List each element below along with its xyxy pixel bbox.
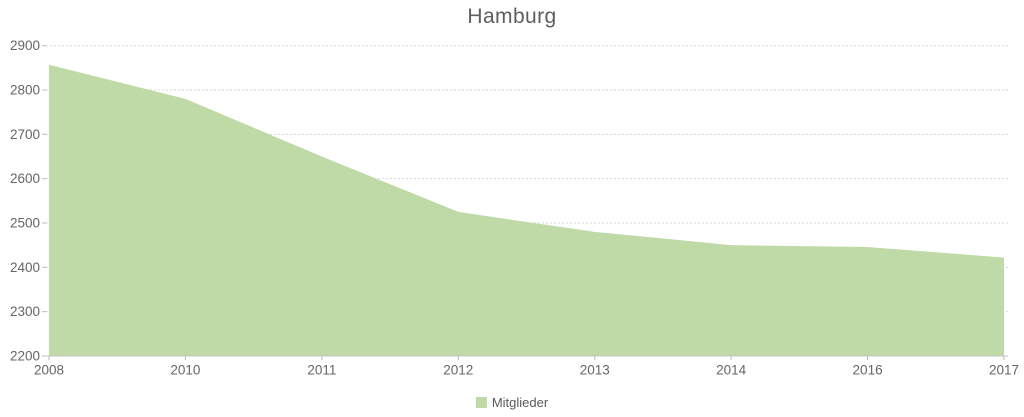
y-axis-tick-label: 2800 (10, 83, 40, 98)
x-axis-tick-label: 2011 (307, 363, 336, 378)
chart-title: Hamburg (467, 5, 557, 28)
legend-swatch-icon (475, 397, 487, 408)
legend-item-mitglieder[interactable]: Mitglieder (475, 395, 549, 410)
y-axis-tick-label: 2200 (10, 349, 40, 364)
legend-label: Mitglieder (491, 395, 549, 410)
y-axis-tick-label: 2600 (10, 171, 40, 186)
y-axis-tick-label: 2700 (10, 127, 40, 142)
x-axis-tick-label: 2016 (853, 363, 883, 378)
x-axis-tick-label: 2012 (443, 363, 473, 378)
x-axis-tick-label: 2013 (580, 363, 610, 378)
chart-legend: Mitglieder (0, 395, 1024, 410)
x-axis-tick-label: 2008 (34, 363, 64, 378)
x-axis-tick-label: 2014 (716, 363, 747, 378)
area-series-mitglieder (49, 64, 1004, 356)
x-axis-tick-label: 2010 (170, 363, 200, 378)
y-axis-tick-label: 2300 (10, 304, 40, 319)
y-axis-tick-label: 2400 (10, 260, 40, 275)
y-axis-tick-label: 2900 (10, 38, 40, 53)
x-axis-tick-label: 2017 (989, 363, 1019, 378)
y-axis-tick-label: 2500 (10, 216, 40, 231)
